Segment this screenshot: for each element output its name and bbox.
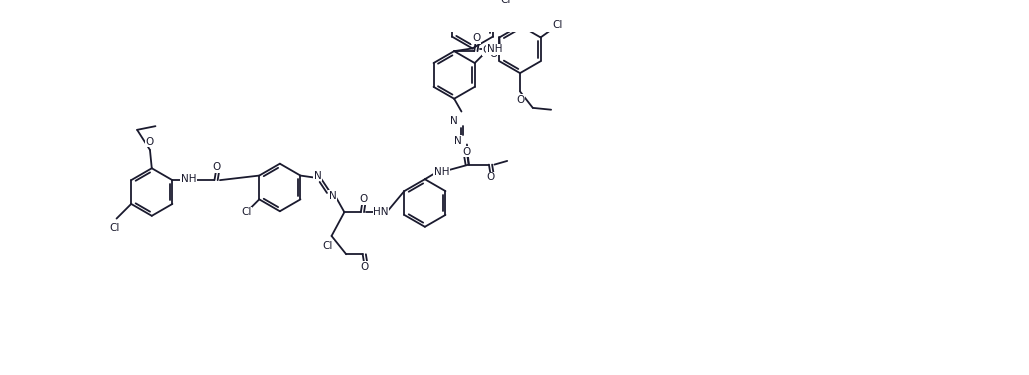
Text: Cl: Cl — [501, 0, 511, 5]
Text: Cl: Cl — [323, 241, 333, 251]
Text: O: O — [516, 94, 524, 105]
Text: O: O — [489, 49, 497, 59]
Text: N: N — [328, 191, 336, 201]
Text: NH: NH — [433, 167, 449, 177]
Text: O: O — [212, 162, 220, 172]
Text: O: O — [487, 172, 495, 182]
Text: Cl: Cl — [241, 207, 252, 217]
Text: O: O — [146, 137, 154, 147]
Text: O: O — [359, 194, 367, 204]
Text: N: N — [314, 171, 322, 181]
Text: O: O — [463, 147, 471, 157]
Text: N: N — [450, 116, 458, 126]
Text: N: N — [454, 136, 461, 146]
Text: NH: NH — [487, 44, 502, 54]
Text: Cl: Cl — [109, 223, 120, 233]
Text: Cl: Cl — [552, 20, 562, 30]
Text: O: O — [472, 33, 481, 44]
Text: HN: HN — [374, 207, 389, 217]
Text: NH: NH — [181, 174, 197, 184]
Text: Cl: Cl — [483, 45, 493, 55]
Text: O: O — [360, 262, 368, 272]
